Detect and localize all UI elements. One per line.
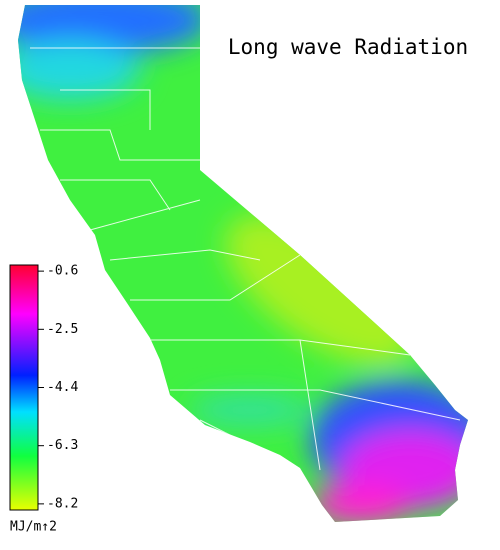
colorbar-tick-label: -6.3 bbox=[47, 438, 78, 453]
colorbar-tick-label: -2.5 bbox=[47, 322, 78, 337]
colorbar bbox=[9, 264, 39, 511]
colorbar-tick-label: -8.2 bbox=[47, 496, 78, 511]
colorbar-tick-label: -4.4 bbox=[47, 380, 78, 395]
map-title: Long wave Radiation bbox=[228, 35, 468, 59]
colorbar-tick-label: -0.6 bbox=[47, 264, 78, 279]
colorbar-units: MJ/m↑2 bbox=[10, 520, 57, 535]
